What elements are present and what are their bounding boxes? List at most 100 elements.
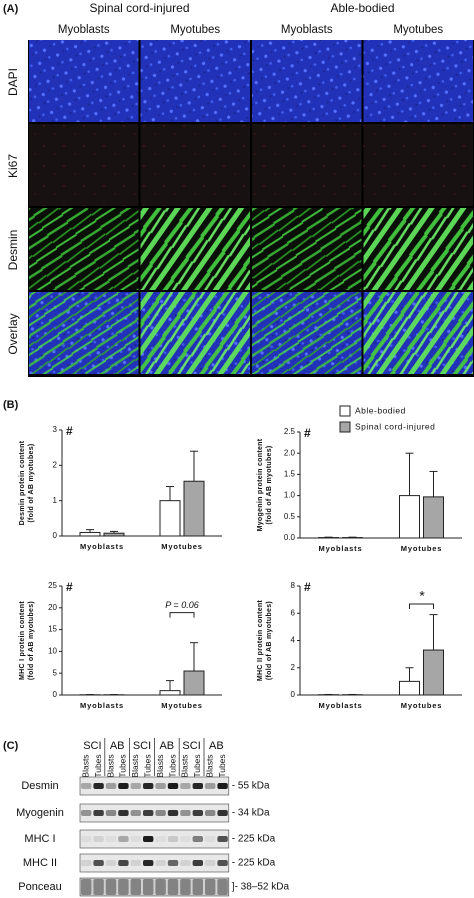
blot-band <box>118 860 129 866</box>
y-tick-label: 1.5 <box>284 470 296 479</box>
blot-row-label: Myogenin <box>16 807 64 819</box>
blot-band <box>81 836 92 842</box>
blot-band <box>81 879 92 895</box>
significance-bracket <box>409 603 434 609</box>
lane-label: Blasts <box>130 754 140 777</box>
blot-band <box>130 810 141 816</box>
bar <box>399 495 420 539</box>
blot-band <box>167 879 179 895</box>
blot-group: AB <box>110 740 125 752</box>
blot-band <box>155 860 166 866</box>
blot-band <box>93 783 104 789</box>
blot-band <box>205 783 216 789</box>
blot-band <box>217 836 228 842</box>
y-axis-label: Desmin protein content <box>19 440 26 525</box>
significance-label: P = 0.06 <box>165 600 198 610</box>
blot-group: SCI <box>133 740 151 752</box>
panel-label: (B) <box>3 399 19 411</box>
y-tick-label: 0 <box>291 690 296 699</box>
blot-group: AB <box>209 740 224 752</box>
micrograph <box>252 40 362 122</box>
blot-band <box>180 783 191 789</box>
blot-band <box>155 836 166 842</box>
error-bar <box>110 530 118 534</box>
y-tick-label: 10 <box>48 647 57 656</box>
x-tick-label: Myotubes <box>161 701 202 710</box>
blot-band <box>81 810 92 816</box>
error-bar <box>429 470 438 497</box>
row-label: Overlay <box>6 313 20 354</box>
y-tick-label: 2.0 <box>284 448 296 457</box>
blot-band <box>167 783 179 789</box>
blot-band <box>105 836 117 842</box>
micrograph <box>29 40 139 122</box>
ki67-image <box>363 124 473 206</box>
blot-strip <box>79 877 230 897</box>
lane-label: Tubes <box>93 754 103 777</box>
lane-label: Blasts <box>155 754 165 777</box>
blot-band <box>143 879 154 895</box>
bar <box>159 690 181 696</box>
micrograph <box>363 124 473 206</box>
annotation: # <box>304 426 311 440</box>
blot-strip <box>79 829 230 849</box>
y-axis-label: (fold of AB myotubes) <box>28 443 35 522</box>
molecular-weight: - 34 kDa <box>232 808 270 819</box>
blot-band <box>155 810 166 816</box>
blot-band <box>93 836 104 842</box>
lane-label: Tubes <box>217 754 227 777</box>
blot-band <box>118 836 129 842</box>
x-tick-label: Myoblasts <box>80 542 124 551</box>
blot-band <box>93 860 104 866</box>
micrograph <box>140 292 250 374</box>
significance-bracket <box>169 612 195 618</box>
blot-band <box>217 783 228 789</box>
blot-band <box>205 860 216 866</box>
error-bar <box>86 529 94 533</box>
y-tick-label: 4 <box>291 636 296 645</box>
y-tick-label: 2.5 <box>284 427 296 436</box>
y-axis-label: MHC II protein content <box>257 600 264 682</box>
y-axis-label: (fold of AB myotubes) <box>266 601 273 680</box>
row-label: DAPI <box>6 68 20 96</box>
molecular-weight: - 225 kDa <box>232 834 276 845</box>
desmin-image <box>29 292 139 374</box>
error-bar <box>166 486 174 501</box>
blot-band <box>205 810 216 816</box>
micrograph <box>29 208 139 290</box>
column-header: Myotubes <box>170 24 220 36</box>
x-tick-label: Myotubes <box>401 701 442 710</box>
desmin-image <box>252 292 362 374</box>
blot-band <box>118 783 129 789</box>
y-axis-label: Myogenin protein content <box>257 438 264 531</box>
panel-label: (C) <box>3 740 19 752</box>
x-tick-label: Myotubes <box>161 542 202 551</box>
y-tick-label: 2 <box>291 663 296 672</box>
x-tick-label: Myotubes <box>401 544 442 553</box>
lane-label: Blasts <box>80 754 90 777</box>
blot-band <box>217 879 228 895</box>
blot-band <box>118 879 129 895</box>
lane-label: Blasts <box>105 754 115 777</box>
y-tick-label: 0 <box>53 690 58 699</box>
micrograph <box>140 40 250 122</box>
blot-band <box>143 810 154 816</box>
lane-label: Blasts <box>180 754 190 777</box>
micrograph <box>252 208 362 290</box>
blot-band <box>81 860 92 866</box>
legend-swatch <box>339 421 351 433</box>
blot-band <box>155 879 166 895</box>
blot-band <box>180 836 191 842</box>
y-tick-label: 1.0 <box>284 491 296 500</box>
blot-band <box>143 783 154 789</box>
blot-band <box>192 879 203 895</box>
blot-band <box>217 810 228 816</box>
blot-band <box>130 860 141 866</box>
y-tick-label: 5 <box>53 668 58 677</box>
y-tick-label: 0.5 <box>284 512 296 521</box>
row-label: Desmin <box>6 230 20 271</box>
annotation: # <box>66 580 73 594</box>
row-label: Ki67 <box>6 154 20 178</box>
blot-band <box>205 836 216 842</box>
